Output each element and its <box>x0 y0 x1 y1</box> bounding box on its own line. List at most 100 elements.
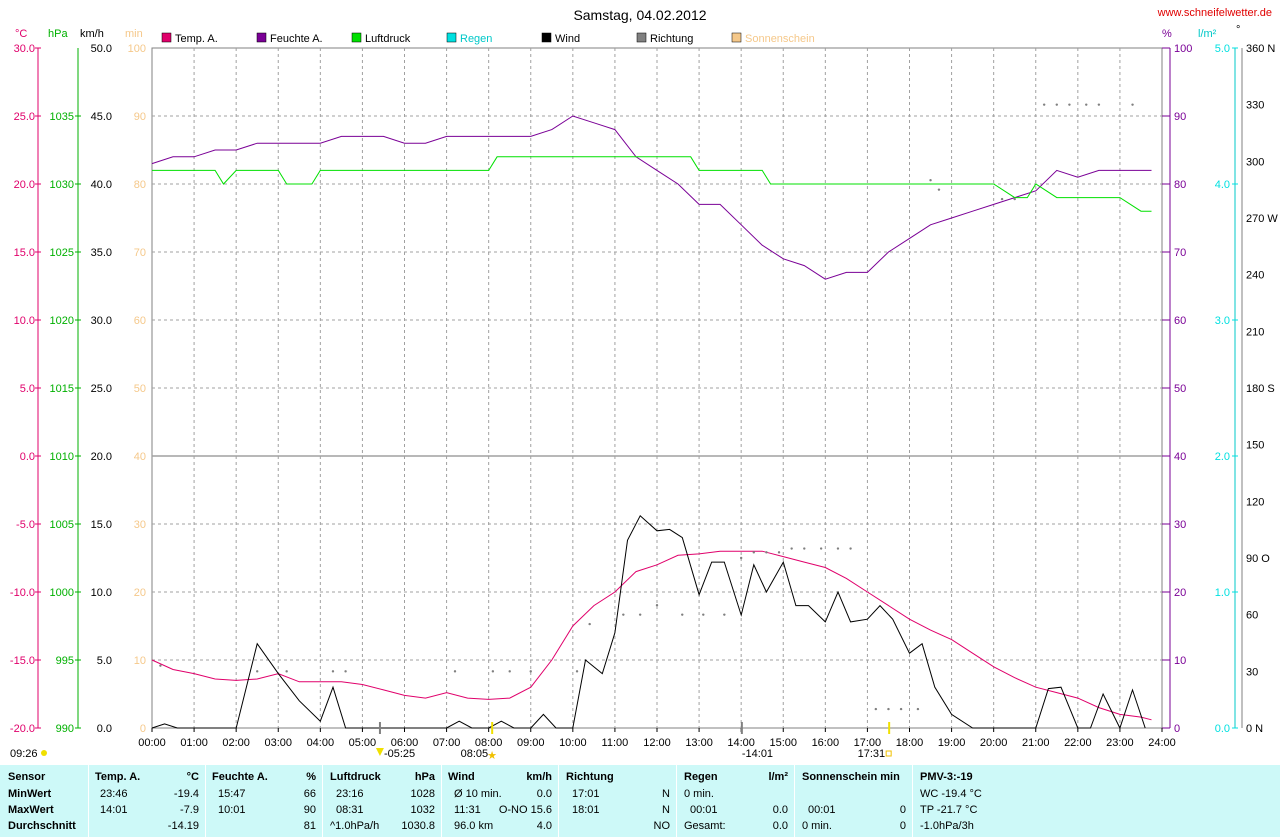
stats-header-pressure-unit: hPa <box>414 771 435 783</box>
sun-unit-label: min <box>125 28 143 40</box>
stats-time: 15:47 <box>218 788 246 800</box>
temp-tick-label: 25.0 <box>14 111 35 123</box>
stats-col-temp: Temp. A. °C 23:46 -19.4 14:01 -7.9 -14.1… <box>89 765 205 837</box>
humidity-tick-label: 80 <box>1174 179 1186 191</box>
time-tick-label: 03:00 <box>264 737 292 749</box>
direction-point <box>819 547 823 550</box>
humidity-tick-label: 50 <box>1174 383 1186 395</box>
time-tick-label: 06:00 <box>391 737 419 749</box>
direction-point <box>723 613 726 616</box>
legend-label: Feuchte A. <box>270 33 323 45</box>
stats-label: 0 min. <box>802 820 832 832</box>
stats-value: NO <box>653 820 671 832</box>
pressure-tick-label: 1005 <box>50 519 74 531</box>
legend-swatch <box>351 32 362 43</box>
temp-tick-label: -5.0 <box>16 519 35 531</box>
time-tick-label: 14:00 <box>727 737 755 749</box>
sunset-label: 17:31 <box>858 748 886 760</box>
temp-tick-label: -15.0 <box>10 655 35 667</box>
humidity-tick-label: 10 <box>1174 655 1186 667</box>
rain-unit-label: l/m² <box>1198 28 1217 40</box>
temp-unit-label: °C <box>15 28 27 40</box>
direction-point <box>777 551 781 554</box>
sun-tick-label: 40 <box>134 451 146 463</box>
direction-point <box>790 547 793 550</box>
stats-time: 00:01 <box>808 804 836 816</box>
wind-tick-label: 30.0 <box>91 315 112 327</box>
time-tick-label: 10:00 <box>559 737 587 749</box>
stats-divider <box>441 765 442 837</box>
direction-point <box>344 670 347 673</box>
humidity-tick-label: 70 <box>1174 247 1186 259</box>
direction-point <box>575 670 579 673</box>
legend-swatch <box>541 32 552 43</box>
stats-divider <box>912 765 913 837</box>
time-tick-label: 16:00 <box>812 737 840 749</box>
stats-pmv-value: TP -21.7 °C <box>920 804 978 816</box>
pressure-tick-label: 1025 <box>50 247 74 259</box>
stats-table: Sensor MinWert MaxWert Durchschnitt Temp… <box>0 765 1280 837</box>
direction-tick-label: 300 <box>1246 156 1264 168</box>
stats-header-wind: Wind <box>448 771 475 783</box>
humidity-tick-label: 0 <box>1174 723 1180 735</box>
humidity-tick-label: 90 <box>1174 111 1186 123</box>
stats-label: Ø 10 min. <box>454 788 502 800</box>
time-tick-label: 22:00 <box>1064 737 1092 749</box>
pressure-tick-label: 1020 <box>50 315 74 327</box>
pressure-tick-label: 1035 <box>50 111 74 123</box>
direction-tick-label: 330 <box>1246 100 1264 112</box>
legend-label: Temp. A. <box>175 33 218 45</box>
direction-point <box>929 179 932 182</box>
stats-divider <box>88 765 89 837</box>
stats-value: 1032 <box>410 804 435 816</box>
stats-col-sun: Sonnenschein min 00:01 0 0 min. 0 <box>795 765 912 837</box>
stats-value: 0.0 <box>772 804 788 816</box>
direction-tick-label: 150 <box>1246 440 1264 452</box>
stats-time: 14:01 <box>100 804 128 816</box>
legend-label: Richtung <box>650 33 693 45</box>
stats-col-pmv: PMV-3:-19 WC -19.4 °C TP -21.7 °C -1.0hP… <box>913 765 1053 837</box>
stats-col-pressure: Luftdruck hPa 23:16 1028 08:31 1032 ^1.0… <box>323 765 441 837</box>
wind-tick-label: 45.0 <box>91 111 112 123</box>
stats-time: 11:31 <box>454 804 481 816</box>
direction-point <box>1000 197 1004 201</box>
legend-label: Sonnenschein <box>745 33 815 45</box>
stats-trend: ^1.0hPa/h <box>330 820 380 832</box>
sun-tick-label: 100 <box>128 43 146 55</box>
stats-header-sensor: Sensor <box>8 771 46 783</box>
wind-tick-label: 40.0 <box>91 179 112 191</box>
legend-swatch <box>446 32 457 43</box>
legend-swatch <box>636 32 647 43</box>
sun-tick-label: 20 <box>134 587 146 599</box>
direction-point <box>803 547 806 550</box>
stats-value: 66 <box>303 788 316 800</box>
legend: Temp. A. Feuchte A. Luftdruck Regen Wind Rich… <box>161 32 815 45</box>
axes: 30.0 25.0 20.0 15.0 10.0 5.0 0.0 -5.0 -10.0 -15.0… <box>10 43 1278 749</box>
sun-icon <box>41 750 47 756</box>
weather-chart: Samstag, 04.02.2012 www.schneifelwetter.… <box>10 7 1278 762</box>
temp-tick-label: 20.0 <box>14 179 35 191</box>
direction-tick-label: 240 <box>1246 270 1264 282</box>
stats-header-pressure: Luftdruck <box>330 771 381 783</box>
direction-tick-label: 360 N <box>1246 43 1275 55</box>
stats-divider <box>794 765 795 837</box>
humidity-tick-label: 20 <box>1174 587 1186 599</box>
stats-header-temp-unit: °C <box>186 771 199 783</box>
pressure-unit-label: hPa <box>48 28 68 40</box>
direction-point <box>331 670 335 673</box>
sun-tick-label: 30 <box>134 519 146 531</box>
legend-label: Luftdruck <box>365 33 411 45</box>
stats-header-direction: Richtung <box>566 771 614 783</box>
time-tick-label: 24:00 <box>1148 737 1176 749</box>
site-url[interactable]: www.schneifelwetter.de <box>1157 7 1272 19</box>
series-line-temp-a <box>151 550 1152 721</box>
wind-tick-label: 15.0 <box>91 519 112 531</box>
stats-pmv-value: WC -19.4 °C <box>920 788 982 800</box>
temp-tick-label: -10.0 <box>10 587 35 599</box>
stats-value: 0 <box>899 820 906 832</box>
pressure-tick-label: 990 <box>56 723 74 735</box>
stats-time: 17:01 <box>572 788 600 800</box>
pressure-tick-label: 1000 <box>50 587 74 599</box>
stats-col-rain: Regen l/m² 0 min. 00:01 0.0 Gesamt: 0.0 <box>677 765 794 837</box>
wind-unit-label: km/h <box>80 28 104 40</box>
